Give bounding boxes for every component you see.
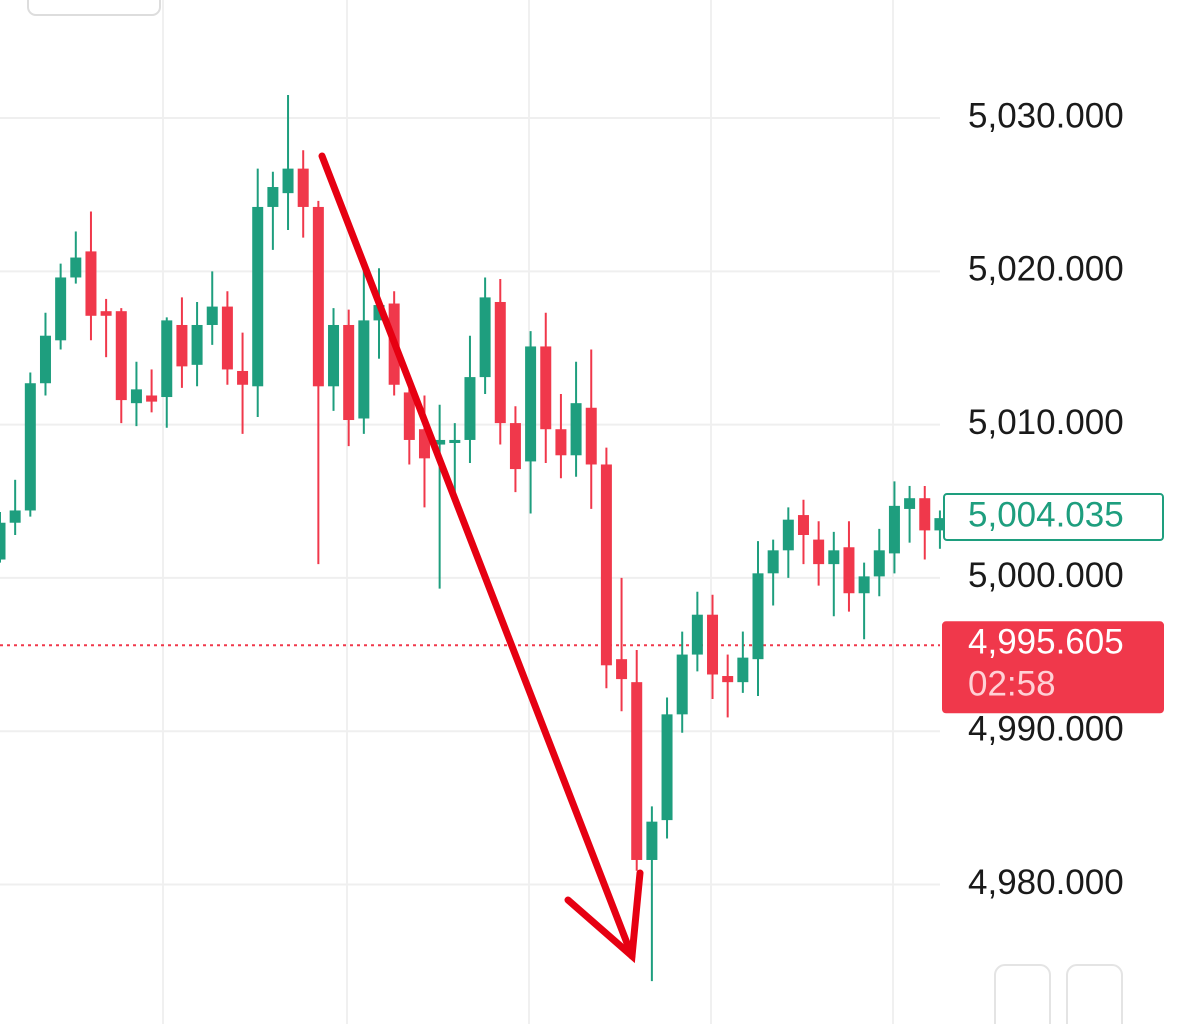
candle-body [0, 522, 6, 560]
candle-body [828, 550, 840, 565]
zoom-button[interactable] [994, 964, 1051, 1024]
labels: 4,980.000 4,990.000 5,000.000 5,010.000 5,02… [942, 96, 1164, 902]
candle-body [176, 324, 188, 367]
candle-body [343, 324, 355, 421]
candle-body [328, 324, 340, 387]
candle-body [161, 320, 173, 398]
y-tick-label: 5,020.000 [968, 250, 1124, 289]
candle-body [707, 614, 719, 675]
candle-body [691, 614, 703, 655]
candle-body [146, 395, 158, 402]
price-tag-label: 5,004.035 [968, 495, 1124, 534]
candle-body [555, 429, 567, 456]
candle-body [115, 311, 127, 401]
candle-body [722, 676, 734, 683]
candle-body [888, 505, 900, 554]
candle-body [39, 335, 51, 384]
candle-body [919, 498, 931, 531]
candle-body [525, 346, 537, 462]
candle-body [9, 510, 21, 523]
candle-body [631, 682, 643, 860]
y-tick-label: 4,990.000 [968, 709, 1124, 748]
candle-body [737, 657, 749, 683]
candle-body [130, 389, 142, 404]
candle-body [904, 498, 916, 509]
candle-body [600, 464, 612, 666]
candle-body [282, 168, 294, 194]
candle-body [434, 439, 446, 445]
price-tag [942, 621, 1164, 714]
price-tag-label: 4,995.605 [968, 623, 1124, 662]
y-tick-label: 5,010.000 [968, 403, 1124, 442]
candle-body [55, 277, 67, 341]
layout [27, 0, 894, 1024]
candle-body [85, 251, 97, 316]
candle-body [70, 257, 82, 278]
candle-body [221, 306, 233, 370]
candle-body [464, 377, 476, 440]
candle-body [752, 573, 764, 660]
candle-body [237, 370, 249, 385]
reset-button[interactable] [1066, 964, 1123, 1024]
candle-body [934, 518, 946, 531]
candle-body [646, 821, 658, 860]
candle-body [767, 550, 779, 574]
candle-body [418, 429, 430, 459]
candle-body [873, 550, 885, 577]
candle-body [570, 403, 582, 456]
countdown: 02:58 [968, 665, 1056, 704]
y-tick-label: 5,030.000 [968, 96, 1124, 135]
candle-body [540, 346, 552, 430]
candle-body [312, 206, 324, 387]
candle-body [24, 383, 36, 511]
candle-body [782, 519, 794, 551]
candle-body [358, 320, 370, 419]
candle-body [585, 407, 597, 465]
candle-body [858, 576, 870, 594]
candle-body [100, 311, 112, 316]
toolbar-button[interactable] [27, 0, 161, 16]
candle-body [494, 301, 506, 424]
candle-body [509, 423, 521, 470]
candle-body [449, 439, 461, 444]
candle-body [813, 539, 825, 565]
candle-body [676, 654, 688, 715]
candle-body [661, 714, 673, 821]
price-tag [943, 493, 1164, 542]
candle-body [403, 392, 415, 440]
candle-body [843, 547, 855, 594]
y-tick-label: 5,000.000 [968, 556, 1124, 595]
y-tick-label: 4,980.000 [968, 863, 1124, 902]
candle-body [267, 187, 279, 207]
candle-body [191, 324, 203, 365]
candle-body [479, 297, 491, 378]
candle-body [252, 206, 264, 387]
grid [0, 117, 940, 886]
candle-body [297, 168, 309, 207]
candle-body [206, 306, 218, 325]
annotation-arrow [318, 152, 644, 964]
candle-body [797, 515, 809, 535]
candle-body [616, 659, 628, 680]
